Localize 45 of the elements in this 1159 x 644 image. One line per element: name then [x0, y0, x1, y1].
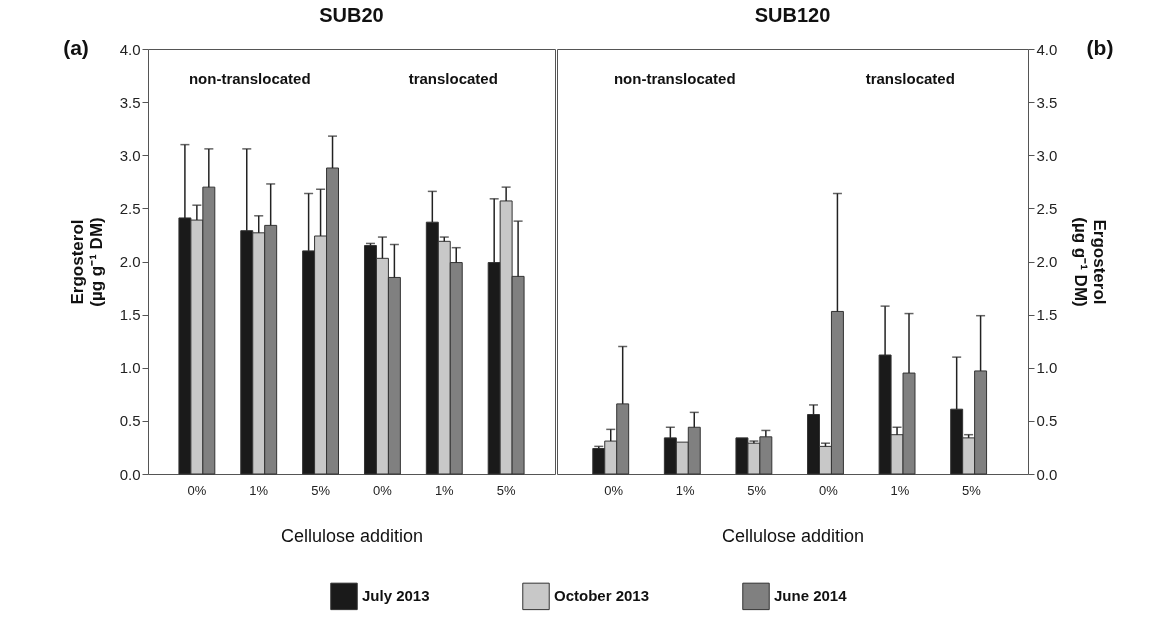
x-axis-title: Cellulose addition	[280, 525, 424, 546]
y-tick-label: 2.5	[119, 199, 141, 217]
x-tick-label: 5%	[496, 482, 516, 498]
x-tick-label: 1%	[675, 482, 695, 498]
y2-tick-label: 1.0	[1036, 359, 1058, 377]
legend-label: June 2014	[774, 587, 848, 605]
y2-tick-label: 2.5	[1036, 199, 1058, 217]
y2-tick-label: 0.0	[1036, 465, 1058, 483]
x-tick-label: 5%	[311, 482, 331, 498]
text: (b)	[1086, 36, 1114, 59]
x-tick-label: 1%	[890, 482, 910, 498]
legend-label: July 2013	[362, 587, 430, 605]
x-axis-title: Cellulose addition	[721, 525, 865, 546]
y2-tick-label: 3.0	[1036, 146, 1058, 164]
y-tick-label: 3.0	[119, 146, 141, 164]
y-tick-label: 3.5	[119, 93, 141, 111]
x-tick-label: 0%	[818, 482, 839, 498]
y2-tick-label: 2.0	[1036, 253, 1058, 270]
x-tick-label: 5%	[747, 482, 767, 498]
y2-tick-label: 0.5	[1036, 412, 1058, 430]
chart-title: SUB20	[319, 4, 384, 26]
y2-tick-label: 1.5	[1036, 306, 1058, 324]
x-tick-label: 0%	[373, 482, 393, 498]
y-tick-label: 0.5	[119, 412, 141, 430]
x-tick-label: 0%	[604, 482, 624, 498]
y2-tick-label: 3.5	[1036, 93, 1058, 111]
x-tick-label: 1%	[249, 482, 269, 498]
y2-tick-label: 4.0	[1036, 40, 1058, 58]
annotation: non-translocated	[613, 70, 736, 87]
annotation: non-translocated	[188, 70, 311, 87]
y-tick-label: 2.0	[119, 253, 141, 270]
x-tick-label: 1%	[434, 482, 455, 498]
y-tick-label: 1.5	[119, 306, 141, 324]
y2-axis-title: Ergosterol (µg g⁻¹ DM)	[1071, 217, 1110, 307]
y-tick-label: 1.0	[119, 359, 141, 377]
x-tick-label: 5%	[962, 482, 982, 498]
chart-title: SUB120	[754, 4, 831, 26]
legend-label: October 2013	[554, 587, 650, 605]
text: (a)	[63, 36, 89, 59]
annotation: translocated	[408, 70, 498, 87]
y-tick-label: 4.0	[119, 40, 141, 58]
y-axis-title: Ergosterol (µg g⁻¹ DM)	[67, 217, 106, 307]
y-tick-label: 0.0	[119, 465, 141, 483]
annotation: translocated	[865, 70, 955, 87]
x-tick-label: 0%	[187, 482, 207, 498]
